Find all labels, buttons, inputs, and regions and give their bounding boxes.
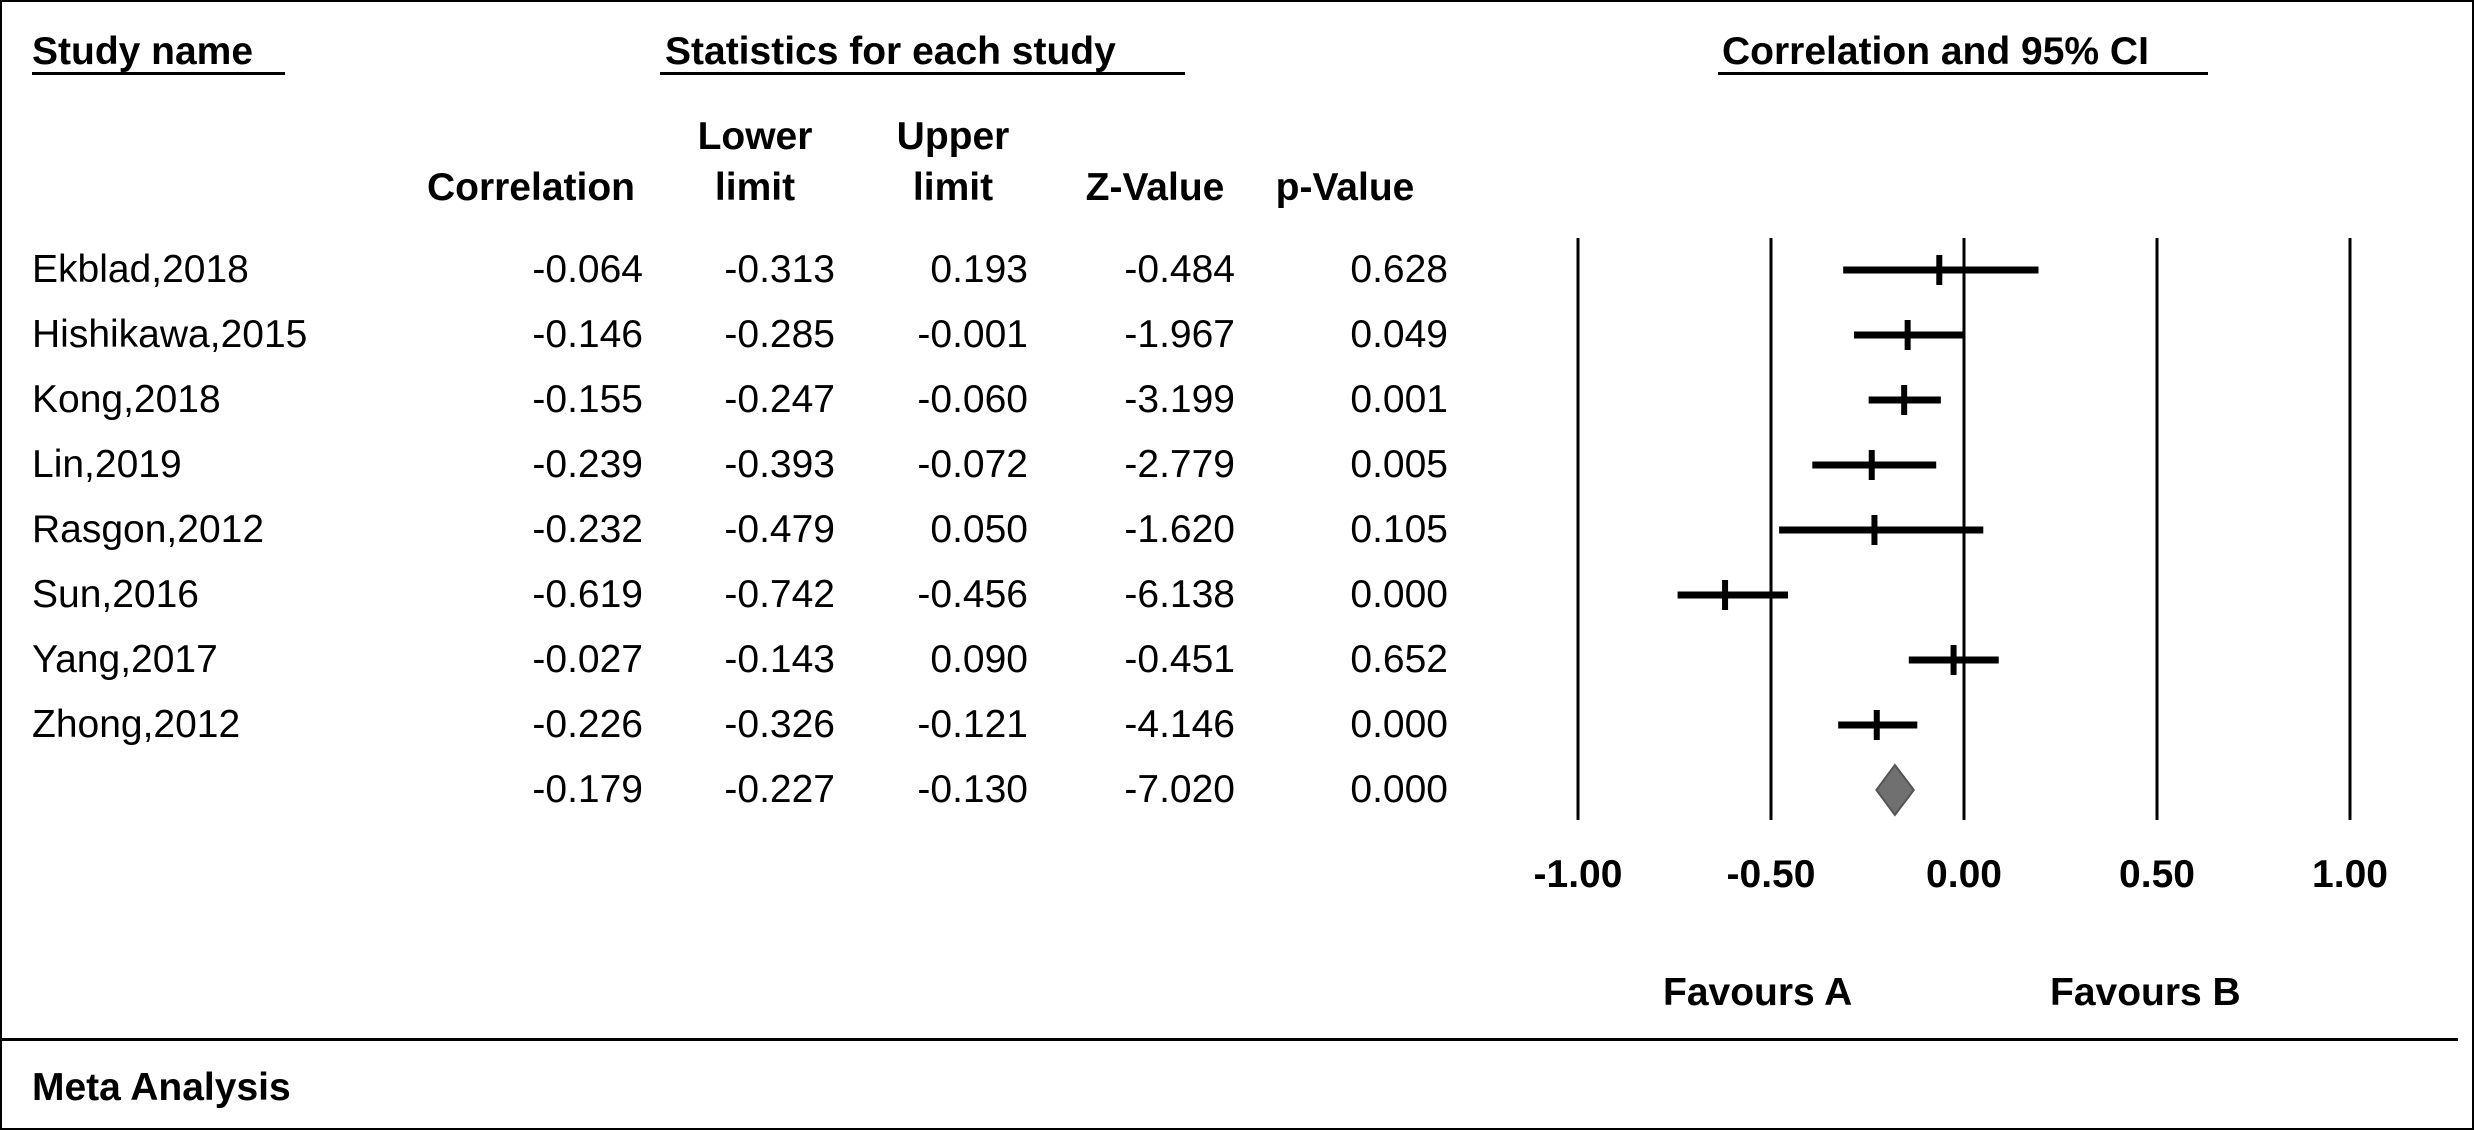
- lower-limit-value: -0.326: [724, 703, 835, 746]
- p-value: 0.049: [1350, 313, 1448, 356]
- lower-limit-value: -0.393: [724, 443, 835, 486]
- x-tick-label: 1.00: [2312, 853, 2388, 896]
- correlation-value: -0.027: [532, 638, 643, 681]
- lower-limit-value: -0.247: [724, 378, 835, 421]
- underline-plot-group: [1718, 72, 2208, 75]
- correlation-value: -0.155: [532, 378, 643, 421]
- footer-meta-analysis-label: Meta Analysis: [32, 1066, 291, 1109]
- upper-limit-value: 0.090: [930, 638, 1028, 681]
- x-tick-label: 0.50: [2119, 853, 2195, 896]
- header-plot-group: Correlation and 95% CI: [1722, 30, 2149, 73]
- x-tick-label: -1.00: [1533, 853, 1623, 896]
- correlation-value: -0.619: [532, 573, 643, 616]
- col-header-lower-1: Lower: [697, 115, 813, 158]
- p-value: 0.105: [1350, 508, 1448, 551]
- summary-diamond: [1875, 763, 1916, 817]
- upper-limit-value: -0.072: [917, 443, 1028, 486]
- col-header-upper-2: limit: [912, 166, 994, 209]
- z-value: -1.967: [1124, 313, 1235, 356]
- study-name: Lin,2019: [32, 443, 182, 486]
- lower-limit-value: -0.227: [724, 768, 835, 811]
- study-name: Kong,2018: [32, 378, 221, 421]
- correlation-value: -0.226: [532, 703, 643, 746]
- col-header-lower-2: limit: [714, 166, 796, 209]
- x-tick-label: 0.00: [1926, 853, 2002, 896]
- z-value: -2.779: [1124, 443, 1235, 486]
- underline-stats-group: [660, 72, 1185, 75]
- upper-limit-value: 0.193: [930, 248, 1028, 291]
- study-name: Sun,2016: [32, 573, 199, 616]
- lower-limit-value: -0.313: [724, 248, 835, 291]
- correlation-value: -0.232: [532, 508, 643, 551]
- footer-divider: [0, 1038, 2458, 1041]
- z-value: -6.138: [1124, 573, 1235, 616]
- study-name: Rasgon,2012: [32, 508, 265, 551]
- header-stats-group: Statistics for each study: [665, 30, 1116, 73]
- favours-b-label: Favours B: [2050, 971, 2241, 1014]
- p-value: 0.000: [1350, 768, 1448, 811]
- upper-limit-value: -0.060: [917, 378, 1028, 421]
- col-header-correlation: Correlation: [426, 166, 635, 209]
- lower-limit-value: -0.285: [724, 313, 835, 356]
- lower-limit-value: -0.742: [724, 573, 835, 616]
- favours-a-label: Favours A: [1663, 971, 1853, 1014]
- correlation-value: -0.146: [532, 313, 643, 356]
- col-header-upper-1: Upper: [896, 115, 1010, 158]
- col-header-zvalue: Z-Value: [1085, 166, 1225, 209]
- p-value: 0.005: [1350, 443, 1448, 486]
- p-value: 0.000: [1350, 573, 1448, 616]
- correlation-value: -0.179: [532, 768, 643, 811]
- z-value: -0.484: [1124, 248, 1235, 291]
- p-value: 0.000: [1350, 703, 1448, 746]
- lower-limit-value: -0.143: [724, 638, 835, 681]
- z-value: -4.146: [1124, 703, 1235, 746]
- x-tick-label: -0.50: [1726, 853, 1816, 896]
- underline-study-name: [32, 72, 285, 75]
- correlation-value: -0.239: [532, 443, 643, 486]
- correlation-value: -0.064: [532, 248, 643, 291]
- upper-limit-value: -0.456: [917, 573, 1028, 616]
- study-name: Hishikawa,2015: [32, 313, 308, 356]
- upper-limit-value: -0.001: [917, 313, 1028, 356]
- upper-limit-value: 0.050: [930, 508, 1028, 551]
- z-value: -0.451: [1124, 638, 1235, 681]
- study-name: Zhong,2012: [32, 703, 241, 746]
- lower-limit-value: -0.479: [724, 508, 835, 551]
- upper-limit-value: -0.130: [917, 768, 1028, 811]
- col-header-pvalue: p-Value: [1275, 166, 1415, 209]
- p-value: 0.001: [1350, 378, 1448, 421]
- z-value: -7.020: [1124, 768, 1235, 811]
- z-value: -3.199: [1124, 378, 1235, 421]
- header-study-name: Study name: [32, 30, 254, 73]
- study-name: Yang,2017: [32, 638, 218, 681]
- p-value: 0.652: [1350, 638, 1448, 681]
- study-name: Ekblad,2018: [32, 248, 249, 291]
- z-value: -1.620: [1124, 508, 1235, 551]
- p-value: 0.628: [1350, 248, 1448, 291]
- upper-limit-value: -0.121: [917, 703, 1028, 746]
